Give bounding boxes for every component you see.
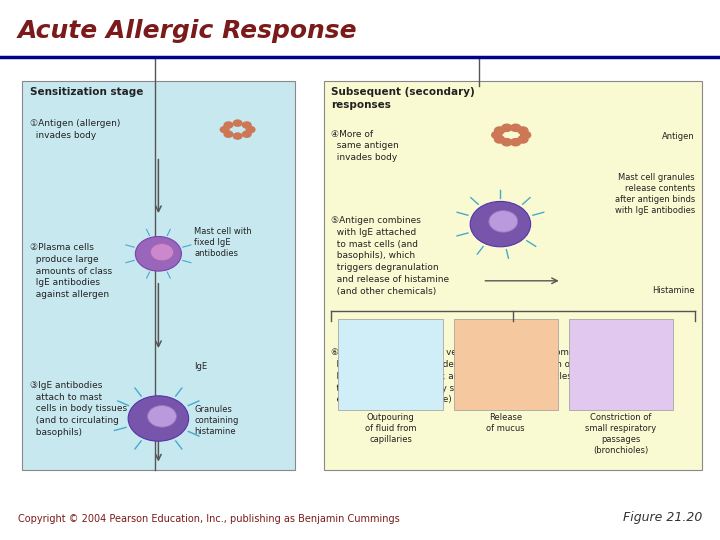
Circle shape bbox=[489, 211, 518, 232]
Text: ⑤Antigen combines
  with IgE attached
  to mast cells (and
  basophils), which
 : ⑤Antigen combines with IgE attached to m… bbox=[331, 216, 449, 296]
Bar bbox=[324, 81, 702, 470]
Text: ⑥Histamine causes blood vessels to dilate and become
  leaky, which promotes ede: ⑥Histamine causes blood vessels to dilat… bbox=[331, 348, 575, 404]
Circle shape bbox=[491, 131, 503, 139]
Text: Release
of mucus: Release of mucus bbox=[487, 413, 525, 433]
Circle shape bbox=[135, 237, 181, 271]
Text: Mast cell with
fixed IgE
antibodies: Mast cell with fixed IgE antibodies bbox=[194, 227, 252, 258]
Circle shape bbox=[233, 119, 243, 127]
Text: Mast cell granules
release contents
after antigen binds
with IgE antibodies: Mast cell granules release contents afte… bbox=[615, 173, 695, 215]
Text: ②Plasma cells
  produce large
  amounts of class
  IgE antibodies
  against alle: ②Plasma cells produce large amounts of c… bbox=[30, 243, 112, 299]
Circle shape bbox=[148, 406, 176, 427]
Circle shape bbox=[223, 130, 233, 138]
Bar bbox=[454, 319, 558, 410]
Circle shape bbox=[150, 244, 174, 261]
Bar bbox=[569, 319, 673, 410]
Text: ④More of
  same antigen
  invades body: ④More of same antigen invades body bbox=[331, 130, 399, 162]
Circle shape bbox=[246, 126, 256, 133]
Circle shape bbox=[470, 201, 531, 247]
Text: Antigen: Antigen bbox=[662, 132, 695, 141]
Circle shape bbox=[501, 124, 513, 132]
Circle shape bbox=[223, 122, 233, 129]
Text: Copyright © 2004 Pearson Education, Inc., publishing as Benjamin Cummings: Copyright © 2004 Pearson Education, Inc.… bbox=[18, 514, 400, 524]
Text: Constriction of
small respiratory
passages
(bronchioles): Constriction of small respiratory passag… bbox=[585, 413, 657, 455]
Text: Sensitization stage: Sensitization stage bbox=[30, 87, 143, 98]
Circle shape bbox=[517, 126, 528, 135]
Circle shape bbox=[494, 135, 505, 144]
Text: ①Antigen (allergen)
  invades body: ①Antigen (allergen) invades body bbox=[30, 119, 121, 140]
Text: Acute Allergic Response: Acute Allergic Response bbox=[18, 19, 358, 43]
Circle shape bbox=[242, 130, 252, 138]
Text: ③IgE antibodies
  attach to mast
  cells in body tissues
  (and to circulating
 : ③IgE antibodies attach to mast cells in … bbox=[30, 381, 127, 437]
Circle shape bbox=[128, 396, 189, 441]
Circle shape bbox=[501, 138, 513, 146]
Text: Histamine: Histamine bbox=[652, 286, 695, 295]
Text: Subsequent (secondary)
responses: Subsequent (secondary) responses bbox=[331, 87, 475, 110]
Text: Granules
containing
histamine: Granules containing histamine bbox=[194, 405, 239, 436]
Bar bbox=[22, 81, 295, 470]
Text: IgE: IgE bbox=[194, 362, 207, 371]
Circle shape bbox=[494, 126, 505, 135]
Circle shape bbox=[233, 132, 243, 140]
Text: Outpouring
of fluid from
capillaries: Outpouring of fluid from capillaries bbox=[365, 413, 416, 444]
Circle shape bbox=[220, 126, 230, 133]
Circle shape bbox=[520, 131, 531, 139]
Circle shape bbox=[510, 124, 521, 132]
Bar bbox=[338, 319, 443, 410]
Circle shape bbox=[517, 135, 528, 144]
Circle shape bbox=[510, 138, 521, 146]
Text: Figure 21.20: Figure 21.20 bbox=[623, 511, 702, 524]
Circle shape bbox=[242, 122, 252, 129]
